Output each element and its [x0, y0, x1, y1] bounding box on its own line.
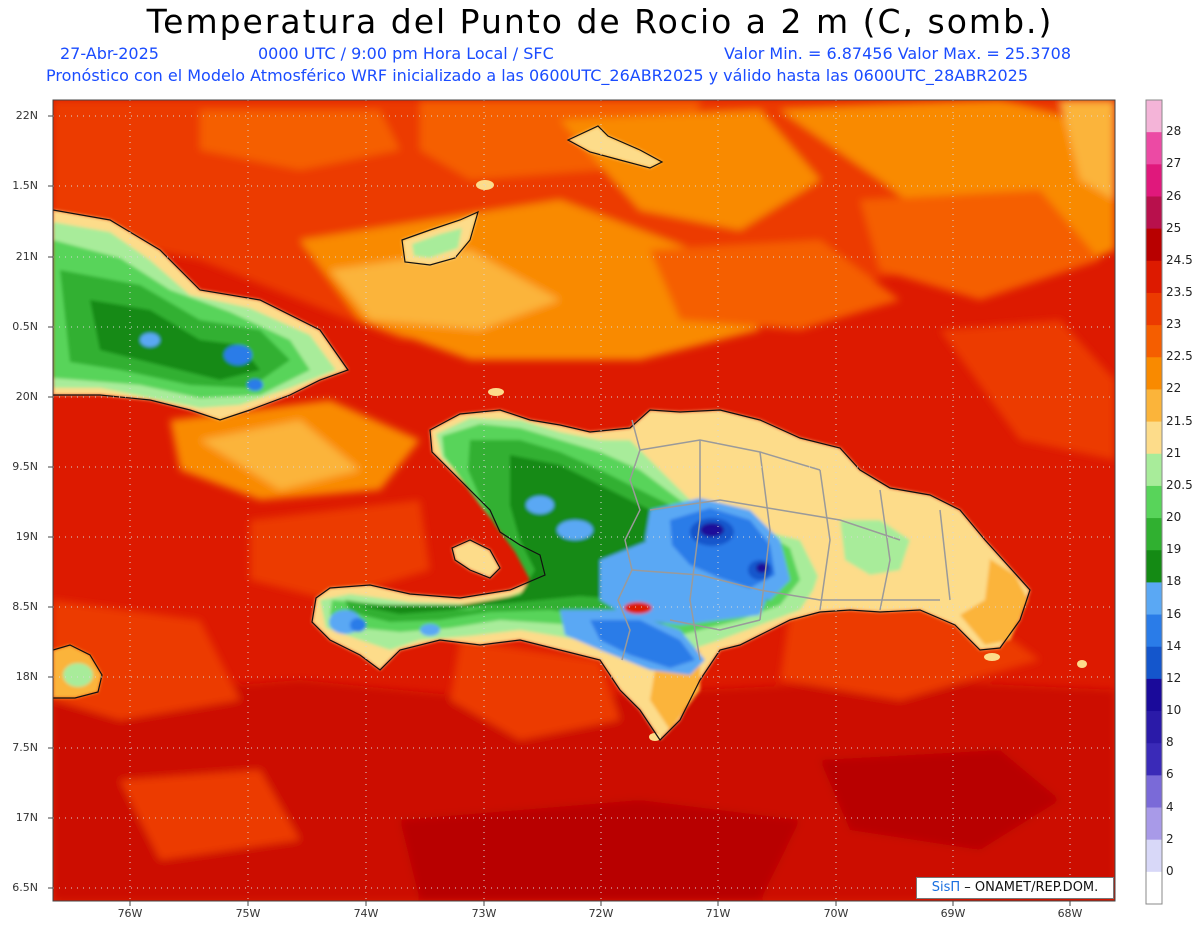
tick-marks: [48, 115, 1071, 906]
colorbar-label: 23: [1166, 317, 1182, 332]
colorbar-swatch: [1146, 164, 1162, 197]
lon-label-74w: 74W: [353, 907, 379, 920]
ocean-gradients: [53, 100, 1115, 901]
lat-label-20n: 20N: [15, 390, 38, 403]
credit-box: SisΠ – ONAMET/REP.DOM.: [916, 877, 1114, 899]
lat-label-19n: 19N: [15, 530, 38, 543]
lon-label-76w: 76W: [117, 907, 143, 920]
colorbar-swatch: [1146, 100, 1162, 133]
lat-label-22n: 22N: [15, 109, 38, 122]
lon-label-72w: 72W: [588, 907, 614, 920]
colorbar-label: 26: [1166, 188, 1182, 203]
colorbar-swatch: [1146, 389, 1162, 423]
colorbar-label: 8: [1166, 735, 1174, 750]
colorbar-swatch: [1146, 550, 1162, 583]
colorbar-swatch: [1146, 325, 1162, 358]
colorbar-swatch: [1146, 421, 1162, 455]
lat-label-18n: 18N: [15, 670, 38, 683]
map-frame: [52, 99, 1116, 902]
lat-label-17n: 17N: [15, 811, 38, 824]
colorbar-swatch: [1146, 260, 1162, 294]
colorbar-swatch: [1146, 357, 1162, 390]
colorbar-swatch: [1146, 839, 1162, 873]
colorbar-swatch: [1146, 614, 1162, 648]
model-info: Pronóstico con el Modelo Atmosférico WRF…: [46, 66, 1029, 85]
jamaica: [53, 645, 102, 698]
colorbar-swatch: [1146, 132, 1162, 165]
brand-logo-text: SisΠ: [931, 880, 961, 895]
colorbar-label: 28: [1166, 124, 1182, 139]
colorbar: [1145, 99, 1163, 905]
colorbar-label: 20: [1166, 510, 1182, 525]
colorbar-label: 19: [1166, 542, 1182, 557]
colorbar-frame: [1145, 99, 1163, 905]
colorbar-label: 14: [1166, 638, 1182, 653]
lat-label-21n: 21N: [15, 250, 38, 263]
colorbar-label: 12: [1166, 670, 1182, 685]
lat-label-18-5n: 8.5N: [12, 600, 38, 613]
colorbar-label: 27: [1166, 156, 1182, 171]
lat-label-20-5n: 0.5N: [12, 320, 38, 333]
colorbar-swatch: [1146, 518, 1162, 551]
provincial-borders: [617, 419, 951, 661]
colorbar-label: 6: [1166, 767, 1174, 782]
colorbar-swatch: [1146, 871, 1162, 905]
colorbar-swatch: [1146, 292, 1162, 326]
colorbar-swatch: [1146, 582, 1162, 616]
lon-label-68w: 68W: [1057, 907, 1083, 920]
min-max-values: Valor Min. = 6.87456 Valor Max. = 25.370…: [724, 44, 1072, 63]
colorbar-swatch: [1146, 196, 1162, 230]
colorbar-label: 20.5: [1166, 477, 1193, 492]
colorbar-label: 4: [1166, 799, 1174, 814]
lon-label-69w: 69W: [940, 907, 966, 920]
colorbar-swatch: [1146, 775, 1162, 809]
colorbar-label: 21.5: [1166, 413, 1193, 428]
colorbar-swatch: [1146, 228, 1162, 262]
colorbar-swatch: [1146, 743, 1162, 776]
coastlines: [53, 125, 1031, 741]
colorbar-label: 2: [1166, 831, 1174, 846]
lon-label-70w: 70W: [823, 907, 849, 920]
colorbar-label: 23.5: [1166, 285, 1193, 299]
colorbar-label: 22.5: [1166, 349, 1193, 364]
lon-label-71w: 71W: [705, 907, 731, 920]
colorbar-swatch: [1146, 646, 1162, 680]
colorbar-label: 10: [1166, 703, 1182, 717]
colorbar-label: 0: [1166, 863, 1174, 878]
colorbar-label: 16: [1166, 606, 1182, 621]
colorbar-label: 21: [1166, 445, 1182, 460]
lat-label-21-5n: 1.5N: [12, 179, 38, 192]
colorbar-label: 25: [1166, 220, 1182, 235]
great-inagua: [402, 212, 478, 265]
colorbar-swatch: [1146, 711, 1162, 744]
colorbar-label: 24.5: [1166, 252, 1193, 267]
lon-label-75w: 75W: [235, 907, 261, 920]
colorbar-swatch: [1146, 807, 1162, 841]
turks-caicos: [568, 126, 662, 168]
colorbar-swatch: [1146, 678, 1162, 712]
lon-label-73w: 73W: [471, 907, 497, 920]
colorbar-label: 22: [1166, 381, 1182, 396]
forecast-date: 27-Abr-2025: [60, 44, 159, 63]
cuba-east: [53, 210, 348, 420]
hispaniola: [312, 410, 1030, 740]
map-title: Temperatura del Punto de Rocio a 2 m (C,…: [146, 2, 1054, 41]
forecast-time: 0000 UTC / 9:00 pm Hora Local / SFC: [258, 44, 554, 63]
lat-label-17-5n: 7.5N: [12, 741, 38, 754]
colorbar-swatch: [1146, 453, 1162, 487]
colorbar-swatch: [1146, 485, 1162, 519]
lat-label-16-5n: 6.5N: [12, 881, 38, 894]
colorbar-label: 18: [1166, 574, 1182, 589]
lat-label-19-5n: 9.5N: [12, 460, 38, 473]
credit-text: – ONAMET/REP.DOM.: [960, 880, 1099, 895]
